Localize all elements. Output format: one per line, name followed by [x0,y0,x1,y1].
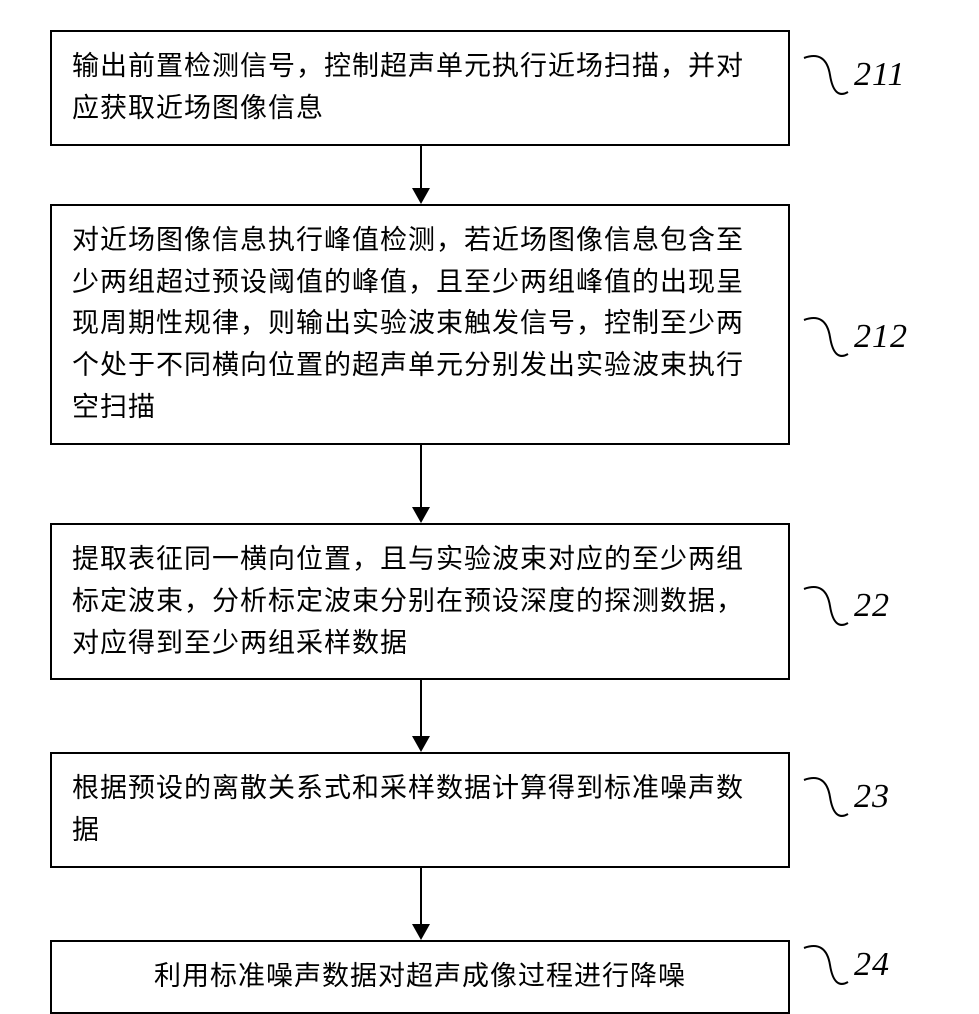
arrowhead-icon [412,924,430,940]
node-text: 对近场图像信息执行峰值检测，若近场图像信息包含至少两组超过预设阈值的峰值，且至少… [72,225,744,422]
node-label-group: 211 [802,52,905,98]
flowchart-node: 输出前置检测信号，控制超声单元执行近场扫描，并对应获取近场图像信息 211 [50,30,930,146]
connector-line [420,146,422,188]
node-number: 23 [854,778,890,816]
node-text: 利用标准噪声数据对超声成像过程进行降噪 [154,961,686,991]
flowchart-node: 根据预设的离散关系式和采样数据计算得到标准噪声数据 23 [50,752,930,868]
node-box: 根据预设的离散关系式和采样数据计算得到标准噪声数据 [50,752,790,868]
node-text: 输出前置检测信号，控制超声单元执行近场扫描，并对应获取近场图像信息 [72,51,744,123]
node-box: 利用标准噪声数据对超声成像过程进行降噪 [50,940,790,1014]
arrowhead-icon [412,507,430,523]
node-number: 211 [854,56,905,94]
arrowhead-icon [412,736,430,752]
node-label-group: 23 [802,774,890,820]
brace-icon [802,774,850,820]
node-text: 提取表征同一横向位置，且与实验波束对应的至少两组标定波束，分析标定波束分别在预设… [72,544,744,658]
flowchart-container: 输出前置检测信号，控制超声单元执行近场扫描，并对应获取近场图像信息 211 对近… [50,30,930,1014]
brace-icon [802,583,850,629]
node-number: 22 [854,587,890,625]
brace-icon [802,942,850,988]
node-text: 根据预设的离散关系式和采样数据计算得到标准噪声数据 [72,773,744,845]
node-box: 提取表征同一横向位置，且与实验波束对应的至少两组标定波束，分析标定波束分别在预设… [50,523,790,681]
node-label-group: 24 [802,942,890,988]
flowchart-node: 对近场图像信息执行峰值检测，若近场图像信息包含至少两组超过预设阈值的峰值，且至少… [50,204,930,445]
brace-icon [802,52,850,98]
brace-icon [802,314,850,360]
node-box: 对近场图像信息执行峰值检测，若近场图像信息包含至少两组超过预设阈值的峰值，且至少… [50,204,790,445]
node-number: 212 [854,318,908,356]
node-label-group: 22 [802,583,890,629]
flowchart-node: 提取表征同一横向位置，且与实验波束对应的至少两组标定波束，分析标定波束分别在预设… [50,523,930,681]
flowchart-node: 利用标准噪声数据对超声成像过程进行降噪 24 [50,940,930,1014]
node-label-group: 212 [802,314,908,360]
connector-line [420,868,422,924]
connector-line [420,445,422,507]
node-box: 输出前置检测信号，控制超声单元执行近场扫描，并对应获取近场图像信息 [50,30,790,146]
connector-line [420,680,422,736]
arrowhead-icon [412,188,430,204]
node-number: 24 [854,946,890,984]
